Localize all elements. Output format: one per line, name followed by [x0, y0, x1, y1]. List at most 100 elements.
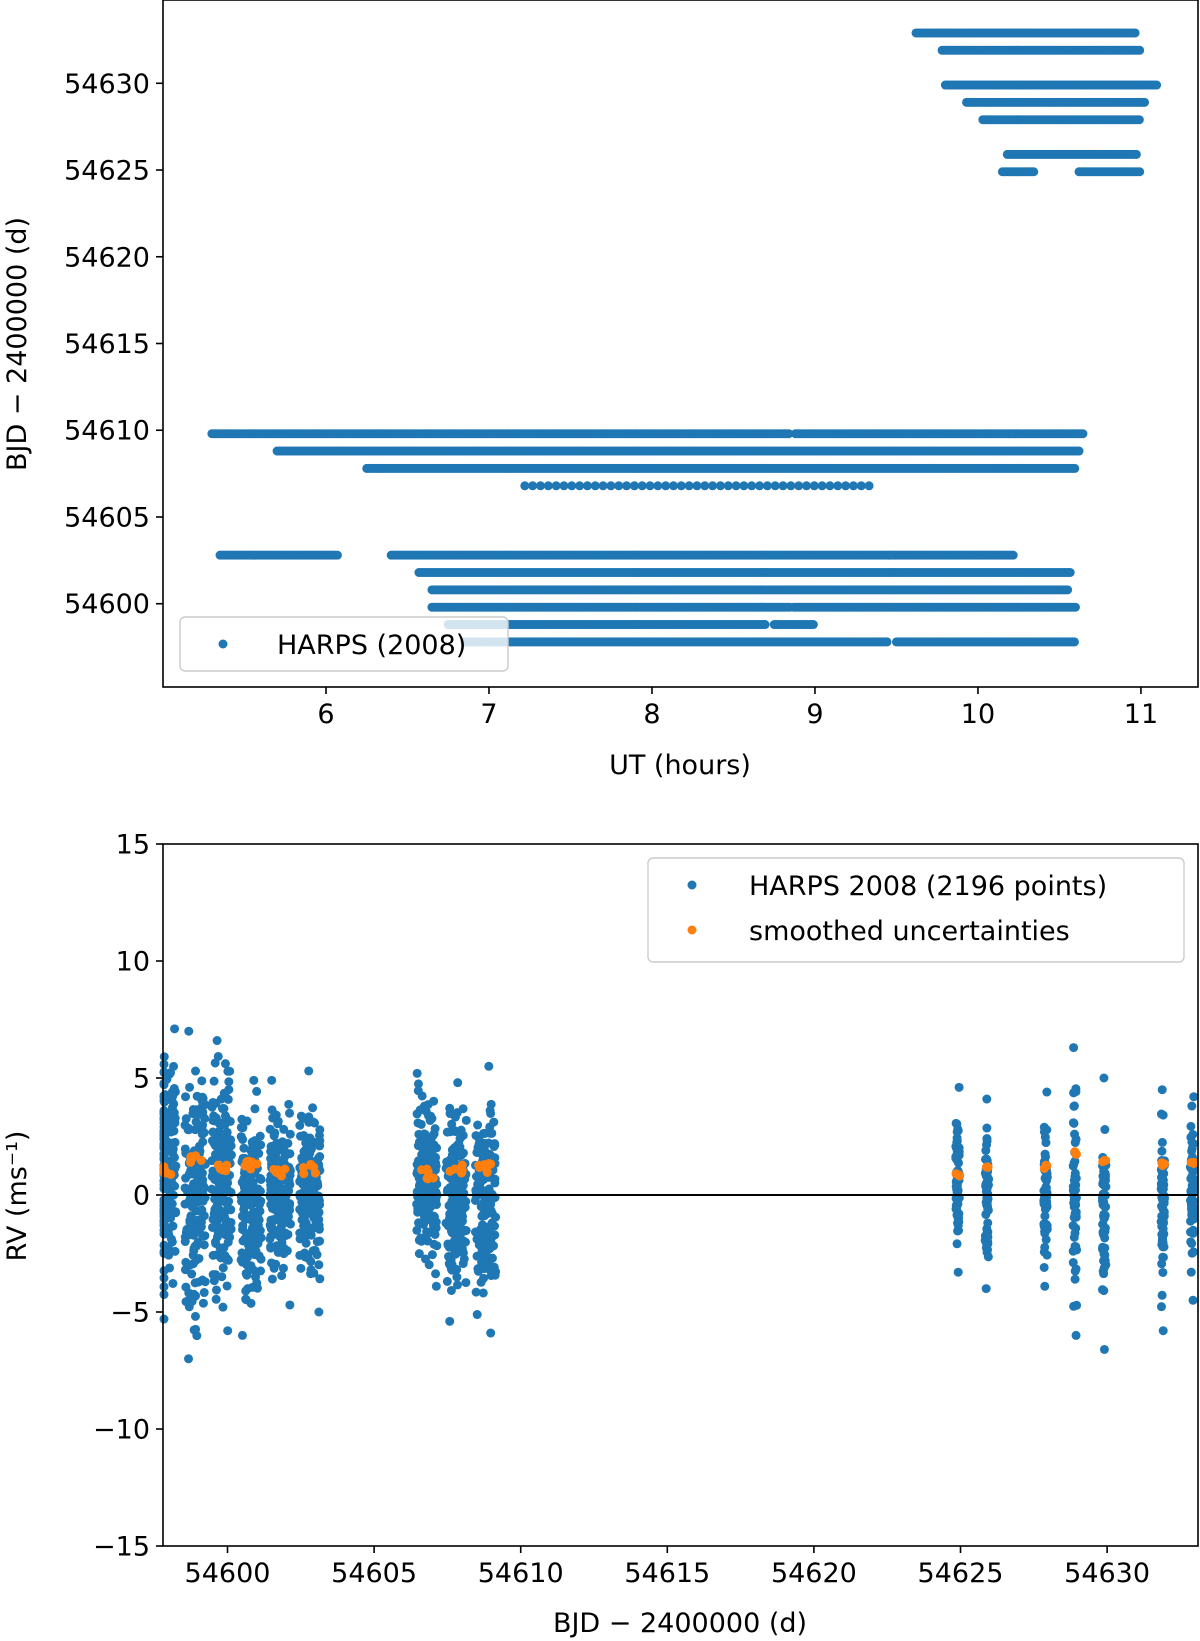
rv-point	[159, 1052, 169, 1062]
y-tick-label: 54630	[64, 69, 150, 100]
rv-point	[415, 1182, 425, 1192]
x-tick-label: 8	[643, 699, 660, 730]
scatter-point	[692, 481, 702, 491]
rv-point	[159, 1183, 169, 1193]
rv-point	[208, 1270, 218, 1280]
scatter-point	[1063, 585, 1073, 595]
rv-point	[159, 1266, 169, 1276]
rv-point	[209, 1138, 219, 1148]
scatter-point	[1069, 637, 1079, 647]
rv-point	[421, 1213, 431, 1223]
y-tick-label: 54605	[64, 502, 150, 533]
rv-point	[169, 1206, 179, 1216]
rv-point	[159, 1097, 169, 1107]
rv-point	[414, 1156, 424, 1166]
rv-point	[432, 1241, 442, 1251]
scatter-point	[614, 481, 624, 491]
scatter-point	[629, 481, 639, 491]
rv-point	[245, 1214, 255, 1224]
rv-point	[313, 1198, 323, 1208]
rv-point	[181, 1092, 191, 1102]
scatter-point	[559, 481, 569, 491]
rv-point	[190, 1278, 200, 1288]
rv-point	[297, 1153, 307, 1163]
rv-point	[159, 1142, 169, 1152]
rv-point	[314, 1224, 324, 1234]
rv-point	[159, 1153, 169, 1163]
rv-point	[422, 1197, 432, 1207]
scatter-point	[841, 481, 851, 491]
rv-point	[249, 1075, 259, 1085]
scatter-point	[1065, 568, 1075, 577]
rv-point	[299, 1214, 309, 1224]
scatter-point	[1130, 28, 1140, 38]
rv-point	[210, 1194, 220, 1204]
scatter-point	[1070, 463, 1080, 473]
rv-point	[237, 1177, 247, 1187]
scatter-point	[731, 481, 741, 491]
rv-point	[314, 1307, 324, 1317]
rv-point	[166, 1127, 176, 1137]
rv-point	[414, 1249, 424, 1259]
rv-point	[236, 1132, 246, 1142]
rv-point	[226, 1150, 236, 1160]
rv-point	[193, 1197, 203, 1207]
rv-point	[421, 1254, 430, 1264]
scatter-point	[622, 481, 632, 491]
rv-point	[226, 1141, 236, 1151]
rv-point	[418, 1133, 428, 1143]
rv-point	[315, 1136, 325, 1146]
rv-point	[295, 1120, 305, 1130]
rv-point	[219, 1104, 229, 1114]
scatter-point	[520, 481, 530, 491]
rv-point	[159, 1216, 169, 1226]
rv-point	[211, 1285, 221, 1295]
scatter-point	[723, 481, 733, 491]
rv-point	[303, 1253, 313, 1263]
rv-point	[296, 1263, 306, 1273]
rv-point	[213, 1051, 223, 1061]
rv-point	[217, 1196, 227, 1206]
scatter-point	[786, 481, 796, 491]
night-cluster	[180, 1026, 210, 1364]
rv-point	[298, 1113, 308, 1123]
rv-point	[255, 1131, 265, 1141]
y-tick-label: 54615	[64, 329, 150, 360]
y-tick-label: 54625	[64, 156, 150, 187]
night-track	[911, 28, 1140, 38]
rv-point	[198, 1231, 208, 1241]
rv-point	[283, 1138, 293, 1148]
top-x-ticks: 6 7 8 9 10 11	[317, 687, 1158, 730]
rv-point	[422, 1228, 432, 1238]
rv-point	[272, 1227, 282, 1237]
rv-point	[431, 1281, 441, 1291]
rv-point	[241, 1268, 251, 1278]
rv-point	[223, 1326, 233, 1336]
scatter-point	[590, 481, 600, 491]
rv-point	[208, 1115, 218, 1125]
scatter-point	[1070, 602, 1080, 612]
rv-point	[296, 1205, 306, 1215]
rv-point	[310, 1245, 320, 1255]
rv-point	[159, 1205, 169, 1215]
rv-point	[220, 1059, 230, 1069]
rv-point	[199, 1288, 209, 1298]
rv-point	[414, 1218, 424, 1228]
rv-point	[224, 1077, 234, 1087]
rv-point	[445, 1316, 455, 1326]
rv-point	[159, 1197, 169, 1207]
rv-point	[265, 1234, 275, 1244]
scatter-point	[760, 620, 770, 630]
rv-point	[159, 1282, 169, 1292]
scatter-point	[755, 481, 765, 491]
rv-point	[279, 1184, 289, 1194]
rv-point	[197, 1076, 207, 1086]
scatter-point	[864, 481, 874, 491]
scatter-point	[645, 481, 655, 491]
rv-point	[284, 1176, 294, 1186]
scatter-point	[817, 481, 827, 491]
rv-point	[248, 1234, 258, 1244]
scatter-point	[1135, 167, 1145, 177]
rv-point	[284, 1099, 294, 1109]
